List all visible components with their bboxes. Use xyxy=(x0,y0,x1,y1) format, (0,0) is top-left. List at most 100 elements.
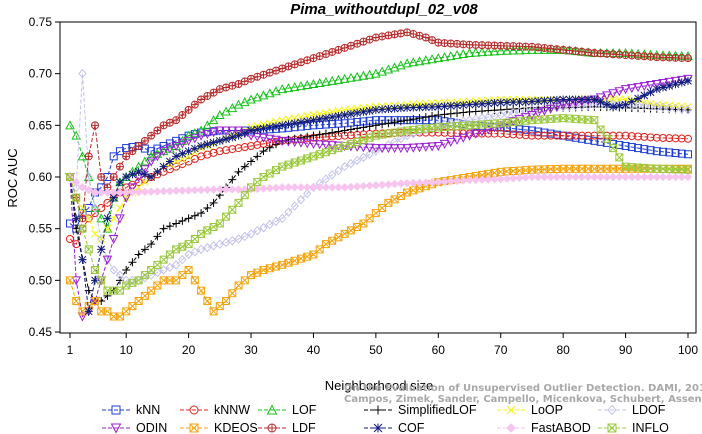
series-cof xyxy=(66,76,692,316)
data-point xyxy=(540,131,549,140)
data-point xyxy=(609,102,618,111)
y-tick-label: 0.55 xyxy=(29,222,53,236)
legend-label: FastABOD xyxy=(531,421,591,434)
data-point xyxy=(190,276,199,285)
data-point xyxy=(122,193,131,202)
data-point xyxy=(327,75,338,85)
data-point xyxy=(409,103,418,112)
data-point xyxy=(72,214,81,223)
data-point xyxy=(233,126,244,136)
data-point xyxy=(584,48,593,57)
data-point xyxy=(153,187,162,196)
series-fastabod xyxy=(65,172,693,197)
data-point xyxy=(565,46,574,55)
data-point xyxy=(271,86,281,96)
data-point xyxy=(353,124,362,133)
data-point xyxy=(502,119,512,129)
data-point xyxy=(590,172,599,182)
data-point xyxy=(571,95,580,104)
data-point xyxy=(302,139,313,149)
data-point xyxy=(496,110,505,120)
data-point xyxy=(215,147,224,156)
data-point xyxy=(203,185,212,195)
data-point xyxy=(147,147,156,156)
data-point xyxy=(108,235,119,245)
data-point xyxy=(365,181,374,190)
data-point xyxy=(289,138,300,148)
data-point xyxy=(577,172,587,182)
data-point xyxy=(153,126,162,135)
data-point xyxy=(396,144,406,154)
data-point xyxy=(639,82,650,92)
data-point xyxy=(296,118,305,127)
data-point xyxy=(602,172,612,182)
data-point xyxy=(159,142,168,150)
data-point xyxy=(178,186,187,195)
data-point xyxy=(477,113,487,123)
data-point xyxy=(465,175,474,185)
data-point xyxy=(334,127,343,136)
y-tick-label: 0.70 xyxy=(29,67,53,81)
data-point xyxy=(283,83,294,93)
data-point xyxy=(396,104,405,113)
data-point xyxy=(314,77,325,87)
data-point xyxy=(565,101,574,112)
data-point xyxy=(308,78,319,88)
data-point xyxy=(97,173,105,181)
data-point xyxy=(416,32,424,40)
data-point xyxy=(78,204,87,212)
data-point xyxy=(365,122,374,131)
data-point xyxy=(346,142,356,152)
data-point xyxy=(465,115,474,125)
data-point xyxy=(90,203,100,213)
data-point xyxy=(109,193,118,202)
data-point xyxy=(97,276,106,285)
data-point xyxy=(483,125,494,135)
legend-item-kdeos: KDEOS xyxy=(180,421,258,434)
data-point xyxy=(408,143,419,153)
legend-item-knn: kNN xyxy=(102,403,160,417)
legend-label: ODIN xyxy=(136,421,167,434)
data-point xyxy=(252,92,263,102)
watermark-line-2: Campos, Zimek, Sander, Campello, Micenko… xyxy=(344,394,702,405)
data-point xyxy=(178,134,187,143)
data-point xyxy=(109,152,118,161)
data-point xyxy=(247,142,256,150)
data-point xyxy=(228,235,237,246)
data-point xyxy=(627,97,636,106)
data-point xyxy=(665,148,674,157)
data-point xyxy=(671,172,680,182)
data-point xyxy=(684,150,692,159)
data-point xyxy=(278,213,287,224)
legend-label: KDEOS xyxy=(214,421,258,434)
data-point xyxy=(464,47,475,57)
data-point xyxy=(428,102,437,111)
data-point xyxy=(239,97,250,107)
data-point xyxy=(140,245,149,254)
data-point xyxy=(533,172,543,182)
data-point xyxy=(440,110,449,119)
data-point xyxy=(71,130,82,140)
data-point xyxy=(389,62,400,72)
data-point xyxy=(502,174,512,183)
data-point xyxy=(527,172,537,182)
data-point xyxy=(559,45,568,54)
data-point xyxy=(146,157,156,167)
data-point xyxy=(484,129,493,138)
data-point xyxy=(178,111,187,119)
data-point xyxy=(209,185,218,194)
data-point xyxy=(208,128,219,138)
data-point xyxy=(71,276,82,286)
data-point xyxy=(165,139,174,148)
data-point xyxy=(389,144,400,154)
data-point xyxy=(420,142,431,152)
data-point xyxy=(502,98,511,107)
x-tick-label: 100 xyxy=(678,343,698,357)
data-point xyxy=(277,136,288,146)
data-point xyxy=(607,404,617,416)
data-point xyxy=(634,132,643,141)
data-point xyxy=(615,153,624,162)
data-point xyxy=(446,101,455,110)
y-tick-label: 0.45 xyxy=(29,325,53,339)
data-point xyxy=(184,147,193,156)
